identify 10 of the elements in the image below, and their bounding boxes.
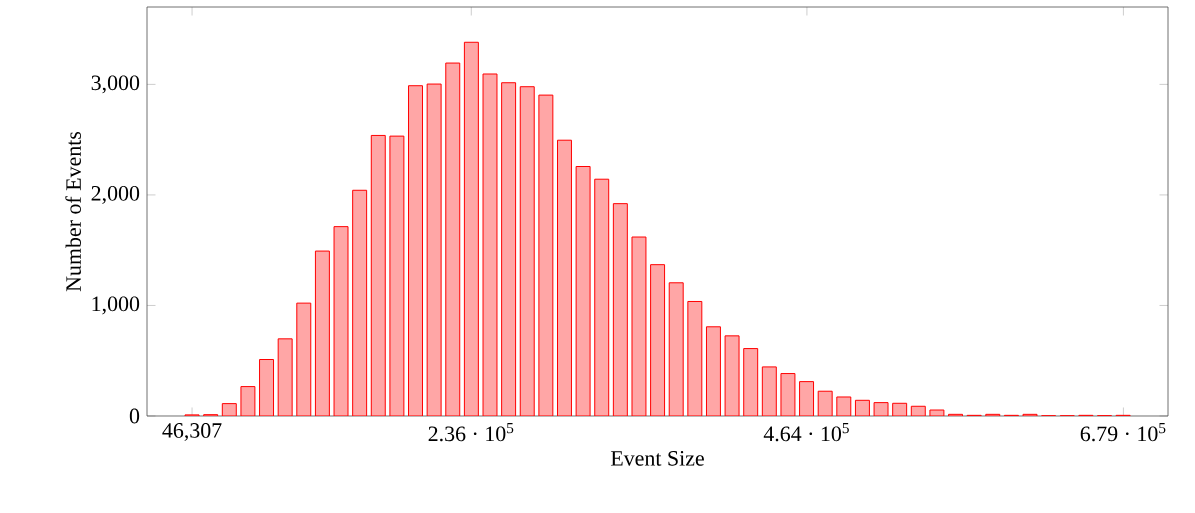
y-axis-title: Number of Events: [65, 131, 81, 292]
x-tick-label: 46,307: [162, 423, 222, 441]
y-tick-label: 3,000: [91, 75, 140, 94]
x-axis-title: Event Size: [610, 451, 704, 466]
y-tick-label: 0: [129, 408, 140, 424]
y-tick-label: 1,000: [92, 296, 140, 315]
x-tick-label: 4.64 · 10$^{5}$: [763, 423, 849, 442]
y-tick-label: 2,000: [91, 185, 140, 204]
x-tick-label: 6.79 · 10$^{5}$: [1080, 423, 1166, 442]
x-tick-label: 2.36 · 10$^{5}$: [428, 423, 514, 442]
